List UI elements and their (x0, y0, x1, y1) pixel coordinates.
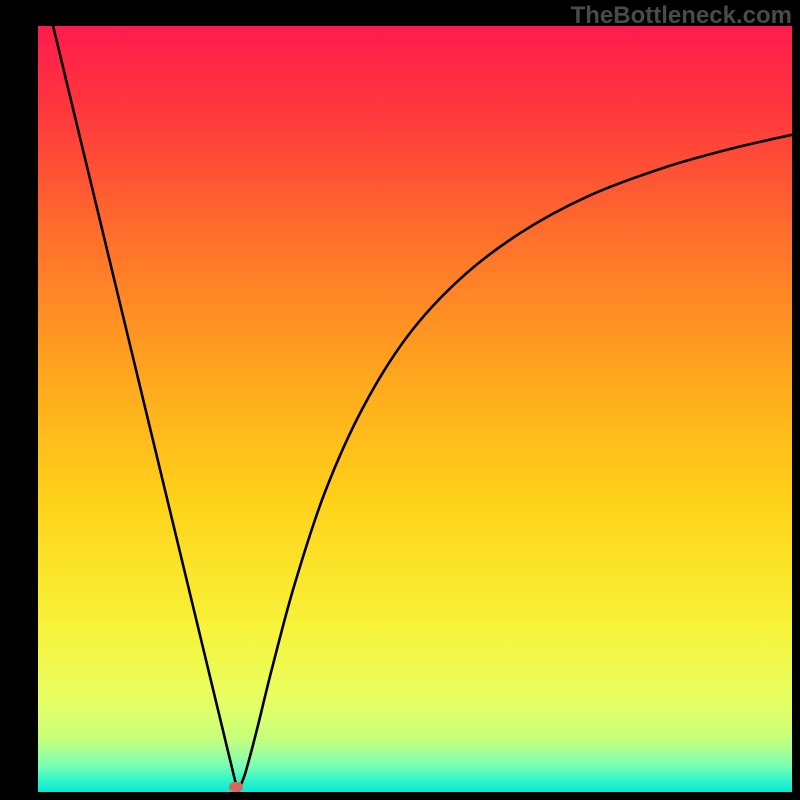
plot-area (38, 26, 792, 792)
watermark-text: TheBottleneck.com (571, 2, 792, 30)
minimum-marker (229, 782, 243, 792)
chart-container: TheBottleneck.com (0, 0, 800, 800)
curve-layer (38, 26, 792, 792)
